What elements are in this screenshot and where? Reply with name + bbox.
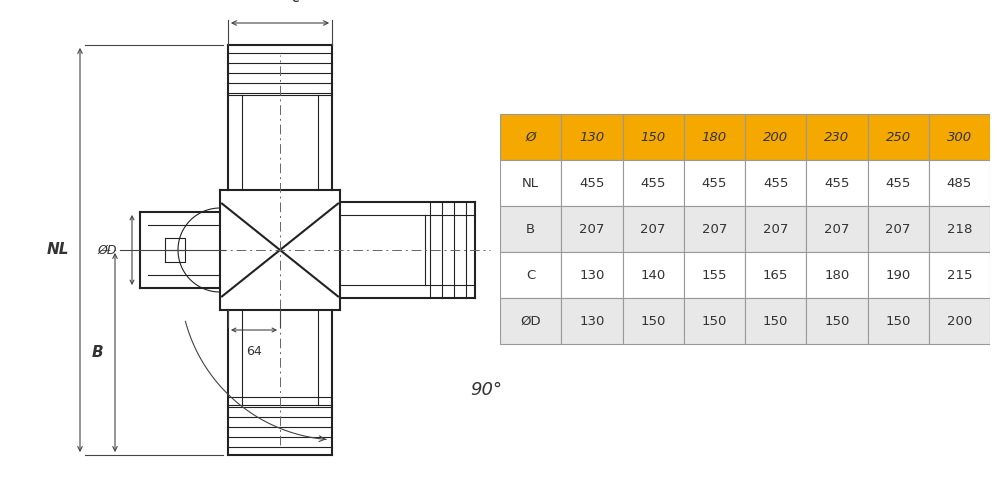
Bar [622, 298, 684, 344]
Text: 207: 207 [640, 223, 666, 236]
Bar [806, 206, 868, 252]
Text: 215: 215 [947, 268, 972, 281]
Bar [745, 298, 806, 344]
Text: 455: 455 [640, 177, 666, 190]
Bar [929, 298, 990, 344]
Bar [929, 160, 990, 206]
Text: B: B [526, 223, 535, 236]
Text: ØD: ØD [520, 314, 541, 328]
Text: ØD: ØD [97, 244, 117, 256]
Bar [868, 160, 929, 206]
Bar [622, 160, 684, 206]
Text: 455: 455 [702, 177, 727, 190]
Text: 230: 230 [824, 131, 849, 144]
Text: 180: 180 [824, 268, 850, 281]
Bar [745, 252, 806, 298]
Bar [561, 298, 622, 344]
Bar [745, 160, 806, 206]
Text: 485: 485 [947, 177, 972, 190]
Text: 180: 180 [702, 131, 727, 144]
Text: 207: 207 [824, 223, 850, 236]
Text: 300: 300 [947, 131, 972, 144]
Bar [929, 206, 990, 252]
Bar [561, 114, 622, 160]
Bar [684, 206, 745, 252]
Bar [500, 114, 561, 160]
Text: c: c [291, 0, 299, 5]
Bar [929, 114, 990, 160]
Bar [684, 160, 745, 206]
Text: 150: 150 [885, 314, 911, 328]
Bar [684, 114, 745, 160]
Text: B: B [91, 345, 103, 360]
Bar [684, 252, 745, 298]
Text: NL: NL [522, 177, 539, 190]
Bar [868, 206, 929, 252]
Text: 130: 130 [579, 268, 605, 281]
Text: 200: 200 [763, 131, 788, 144]
Text: 200: 200 [947, 314, 972, 328]
Text: 140: 140 [640, 268, 666, 281]
Text: 150: 150 [763, 314, 788, 328]
Text: 150: 150 [702, 314, 727, 328]
Bar [806, 298, 868, 344]
Bar [684, 298, 745, 344]
Text: 455: 455 [579, 177, 605, 190]
Bar [929, 252, 990, 298]
Text: C: C [526, 268, 535, 281]
Text: 155: 155 [702, 268, 727, 281]
Text: 130: 130 [579, 314, 605, 328]
Bar [745, 114, 806, 160]
Text: 130: 130 [579, 131, 604, 144]
Bar [745, 206, 806, 252]
Text: 150: 150 [641, 131, 666, 144]
Bar [561, 252, 622, 298]
Text: 218: 218 [947, 223, 972, 236]
Bar [500, 160, 561, 206]
Bar [868, 252, 929, 298]
Text: 455: 455 [763, 177, 788, 190]
Bar [561, 206, 622, 252]
Text: 455: 455 [824, 177, 850, 190]
Bar [561, 160, 622, 206]
Bar [622, 114, 684, 160]
Text: 207: 207 [763, 223, 788, 236]
Bar [622, 206, 684, 252]
Bar [806, 160, 868, 206]
Text: 90°: 90° [470, 381, 502, 399]
Text: 250: 250 [886, 131, 911, 144]
Text: Ø: Ø [525, 131, 536, 144]
Text: 165: 165 [763, 268, 788, 281]
Text: 150: 150 [824, 314, 850, 328]
Bar [500, 206, 561, 252]
Text: 190: 190 [886, 268, 911, 281]
Bar [500, 298, 561, 344]
Bar [868, 114, 929, 160]
Text: 150: 150 [640, 314, 666, 328]
Bar [806, 114, 868, 160]
Bar [622, 252, 684, 298]
Text: 207: 207 [885, 223, 911, 236]
Text: 64: 64 [246, 345, 262, 358]
Text: NL: NL [47, 242, 69, 258]
Text: 207: 207 [579, 223, 605, 236]
Bar [868, 298, 929, 344]
Text: 207: 207 [702, 223, 727, 236]
Bar [806, 252, 868, 298]
Bar [500, 252, 561, 298]
Text: 455: 455 [885, 177, 911, 190]
